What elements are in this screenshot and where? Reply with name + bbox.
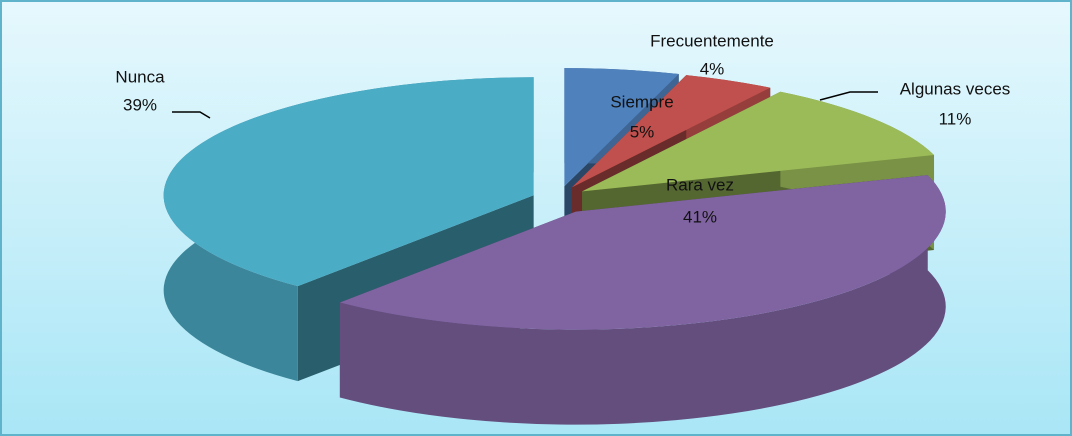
leader-line [819,91,878,101]
slice-top [163,77,534,287]
labels: Siempre 5% Frecuentemente 4% Algunas veces 11… [115,31,1010,226]
pie [163,68,946,425]
value-label: 11% [939,109,972,128]
category-label: Algunas veces [900,79,1011,98]
slice-top [339,175,946,330]
leader-line [172,111,211,119]
category-label: Nunca [115,67,165,86]
value-label: 39% [123,95,157,114]
slice-top [582,91,935,192]
category-label: Rara vez [666,175,734,194]
value-label: 5% [630,122,655,141]
category-label: Frecuentemente [650,31,774,50]
slice-top [564,68,679,187]
value-label: 41% [683,207,717,226]
value-label: 4% [700,59,725,78]
slice-wall [339,175,946,425]
slice-top [571,75,771,188]
category-label: Siempre [610,92,673,111]
slice [339,175,946,425]
